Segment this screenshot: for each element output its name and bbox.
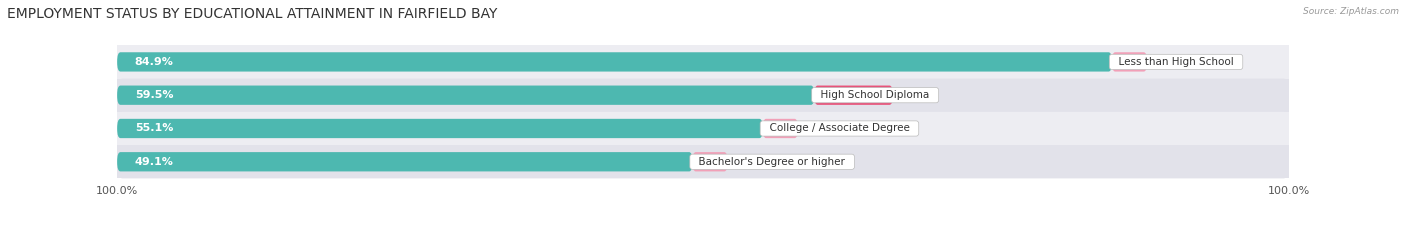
Text: 55.1%: 55.1% (135, 123, 173, 134)
Text: Bachelor's Degree or higher: Bachelor's Degree or higher (693, 157, 852, 167)
FancyBboxPatch shape (762, 119, 799, 138)
Text: Source: ZipAtlas.com: Source: ZipAtlas.com (1303, 7, 1399, 16)
Bar (117, 79, 1289, 112)
Text: 0.0%: 0.0% (740, 157, 768, 167)
Text: 6.7%: 6.7% (904, 90, 934, 100)
FancyBboxPatch shape (117, 152, 693, 171)
FancyBboxPatch shape (117, 79, 1289, 112)
Text: College / Associate Degree: College / Associate Degree (762, 123, 917, 134)
Bar (117, 145, 1289, 178)
FancyBboxPatch shape (117, 52, 1112, 72)
FancyBboxPatch shape (693, 152, 728, 171)
Text: Less than High School: Less than High School (1112, 57, 1240, 67)
Text: 59.5%: 59.5% (135, 90, 173, 100)
FancyBboxPatch shape (814, 86, 893, 105)
Bar (117, 112, 1289, 145)
Text: 0.0%: 0.0% (810, 123, 838, 134)
Text: 49.1%: 49.1% (135, 157, 173, 167)
FancyBboxPatch shape (117, 45, 1289, 79)
FancyBboxPatch shape (117, 119, 762, 138)
FancyBboxPatch shape (117, 112, 1289, 145)
FancyBboxPatch shape (117, 86, 814, 105)
Text: High School Diploma: High School Diploma (814, 90, 936, 100)
Bar (117, 45, 1289, 79)
Text: EMPLOYMENT STATUS BY EDUCATIONAL ATTAINMENT IN FAIRFIELD BAY: EMPLOYMENT STATUS BY EDUCATIONAL ATTAINM… (7, 7, 498, 21)
FancyBboxPatch shape (117, 145, 1289, 178)
Text: 84.9%: 84.9% (135, 57, 173, 67)
FancyBboxPatch shape (1112, 52, 1147, 72)
Text: 0.0%: 0.0% (1159, 57, 1187, 67)
